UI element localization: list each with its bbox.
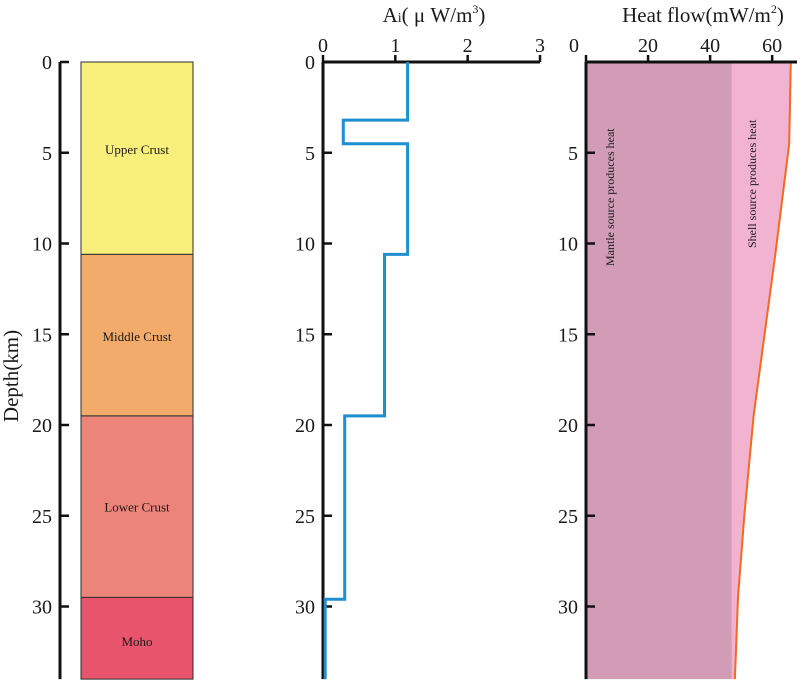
mantle-heat-label: Mantle source produces heat [603,128,617,266]
heat-flow-x-tick-label: 20 [638,35,658,57]
radiogenic-y-tick-label: 5 [305,143,315,165]
heat-flow-title: Heat flow(mW/m2) [622,2,784,27]
radiogenic-heat-title: Ai( μ W/m3) [383,2,486,27]
radiogenic-x-tick-label: 3 [535,35,545,57]
crust-layer-3 [80,596,194,680]
heat-flow-y-tick-label: 10 [558,234,578,256]
mantle-heat-area [586,62,732,680]
depth-tick-label: 15 [32,324,52,346]
heat-flow-x-tick-label: 40 [700,35,720,57]
heat-flow-y-tick-label: 15 [558,324,578,346]
crust-layer-label: Moho [121,634,152,649]
radiogenic-y-tick-label: 30 [295,597,315,619]
radiogenic-x-tick-label: 1 [390,35,400,57]
radiogenic-y-tick-label: 10 [295,234,315,256]
crust-layer-label: Upper Crust [105,142,169,157]
depth-tick-label: 20 [32,415,52,437]
crust-layer-2 [80,415,194,598]
radiogenic-y-tick-label: 20 [295,415,315,437]
heat-flow-y-tick-label: 5 [568,143,578,165]
depth-tick-label: 0 [42,52,52,74]
heat-flow-panel: Mantle source produces heat Shell source … [558,2,797,680]
radiogenic-y-tick-label: 25 [295,506,315,528]
radiogenic-y-tick-label: 0 [305,52,315,74]
heat-flow-y-tick-label: 30 [558,597,578,619]
crust-layer-0 [80,61,194,255]
radiogenic-heat-line [323,62,410,680]
radiogenic-x-tick-label: 2 [463,35,473,57]
heat-flow-x-tick-label: 0 [569,35,579,57]
depth-tick-label: 30 [32,597,52,619]
heat-flow-curve [733,61,792,680]
depth-axis-label: Depth(km) [0,330,23,422]
shell-heat-area [731,62,791,680]
radiogenic-y-tick-label: 15 [295,324,315,346]
radiogenic-x-tick-label: 0 [318,35,328,57]
crust-layer-label: Lower Crust [104,500,170,515]
heat-flow-x-tick-label: 60 [762,35,782,57]
crust-layer-label: Middle Crust [103,329,172,344]
crust-layer-1 [80,253,194,417]
depth-tick-label: 25 [32,506,52,528]
depth-tick-label: 5 [42,143,52,165]
heat-flow-y-tick-label: 25 [558,506,578,528]
shell-heat-label: Shell source produces heat [745,119,759,248]
depth-tick-label: 10 [32,234,52,256]
heat-flow-y-tick-label: 20 [558,415,578,437]
crust-column-panel: 0 5 10 15 20 25 30 Depth(km) Upper Crust Middle C… [0,52,194,680]
